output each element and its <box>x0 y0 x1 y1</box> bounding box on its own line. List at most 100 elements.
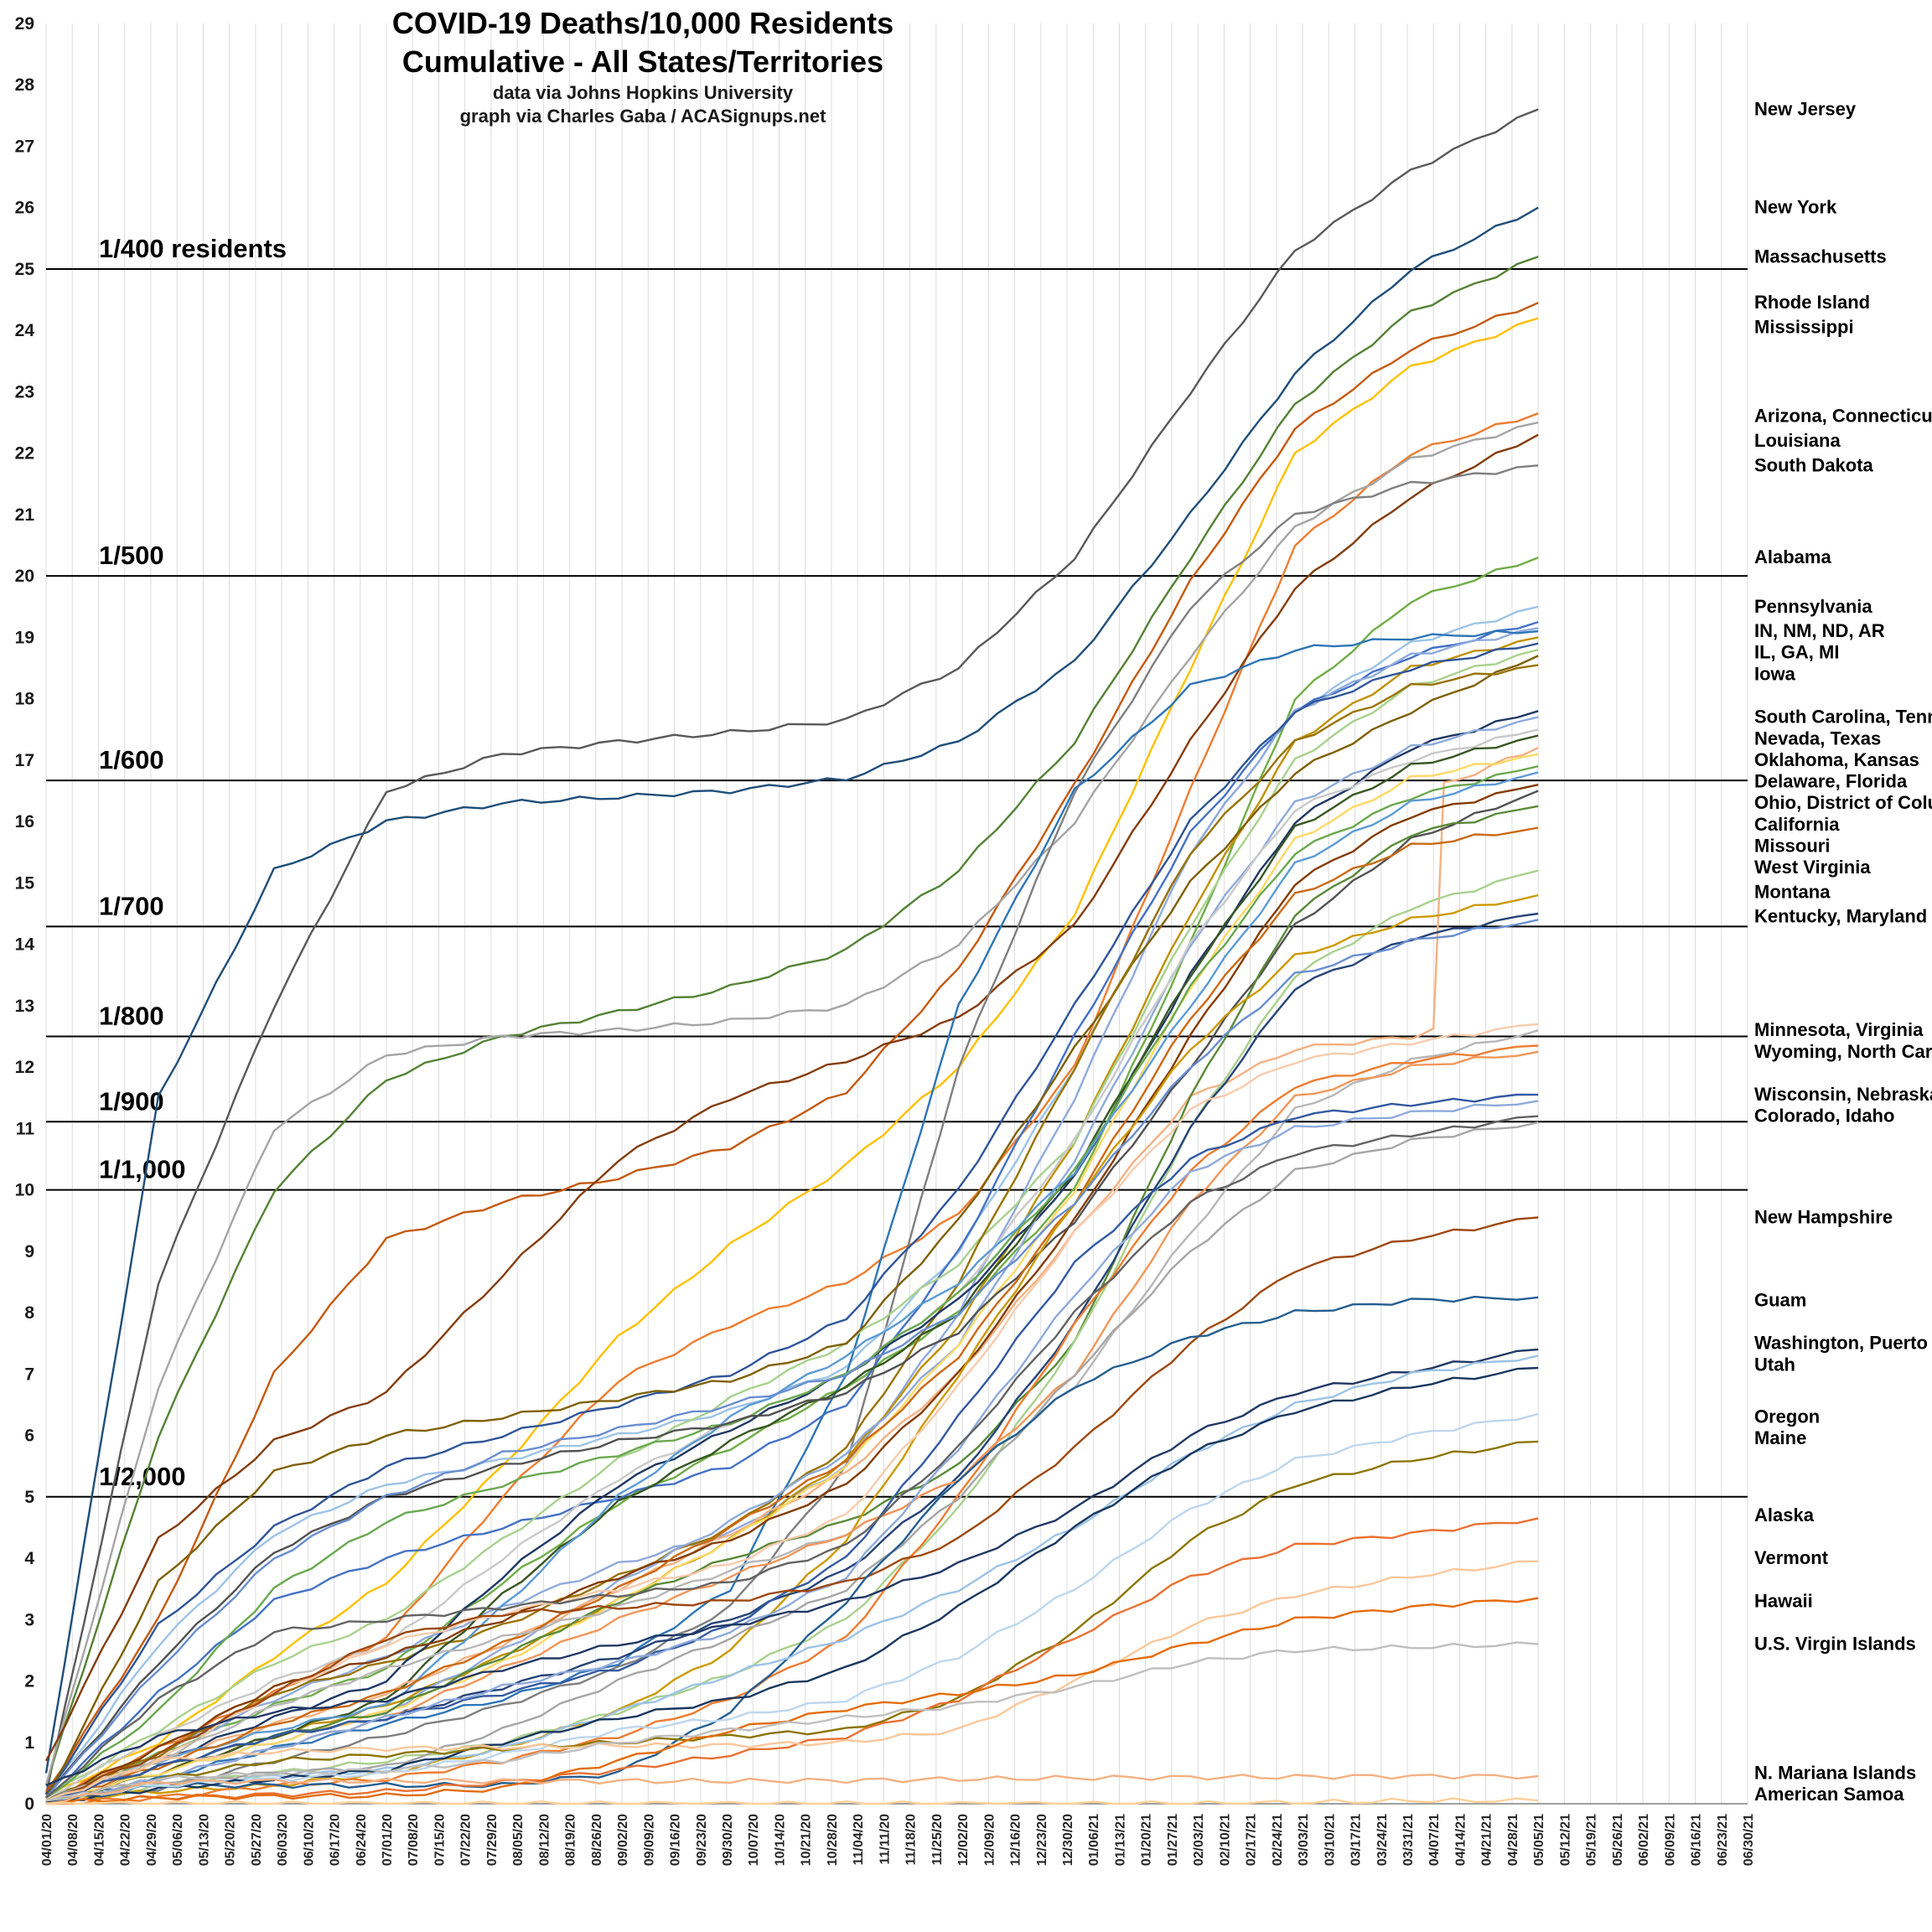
x-tick-label: 02/24/21 <box>1271 1814 1285 1866</box>
y-tick-label: 14 <box>15 935 35 955</box>
y-tick-label: 1 <box>24 1733 34 1753</box>
series-line-puerto-rico <box>45 1354 1539 1802</box>
series-line-idaho <box>45 1121 1539 1802</box>
x-tick-label: 01/06/21 <box>1087 1814 1101 1866</box>
series-lines-layer <box>44 108 1539 1805</box>
series-line-arizona <box>45 412 1539 1802</box>
x-tick-label: 12/02/20 <box>956 1814 971 1866</box>
series-label: Missouri <box>1754 835 1830 856</box>
y-tick-label: 10 <box>15 1181 34 1200</box>
x-tick-label: 10/14/20 <box>773 1814 787 1866</box>
x-tick-label: 09/09/20 <box>642 1814 656 1866</box>
y-tick-label: 7 <box>24 1365 34 1384</box>
x-tick-label: 06/03/20 <box>276 1814 290 1866</box>
data-source-line: data via Johns Hopkins University <box>493 82 794 103</box>
series-label: Mississippi <box>1754 317 1854 338</box>
series-line-connecticut <box>44 421 1539 1786</box>
series-label: California <box>1754 814 1840 835</box>
series-line-missouri <box>45 826 1539 1802</box>
series-label: Maine <box>1754 1427 1806 1448</box>
x-tick-label: 05/19/21 <box>1585 1814 1599 1866</box>
series-line-n-mariana-islands <box>45 1774 1539 1805</box>
series-line-rhode-island <box>45 302 1539 1793</box>
x-tick-label: 03/10/21 <box>1323 1814 1337 1866</box>
x-tick-label: 04/01/20 <box>40 1814 54 1866</box>
series-line-utah <box>45 1366 1539 1804</box>
x-tick-label: 04/14/21 <box>1453 1814 1468 1866</box>
x-tick-label: 08/26/20 <box>590 1814 604 1866</box>
reference-line-label: 1/900 <box>99 1086 164 1116</box>
series-label: Hawaii <box>1754 1590 1813 1611</box>
x-tick-label: 07/29/20 <box>485 1814 500 1866</box>
series-line-florida <box>45 771 1539 1802</box>
x-axis-ticks: 04/01/20 04/08/20 04/15/20 04/22/20 04/29/20… <box>40 1814 1756 1866</box>
x-tick-label: 08/12/20 <box>537 1814 552 1866</box>
series-label: Oklahoma, Kansas <box>1754 749 1919 770</box>
series-label: Arizona, Connecticut <box>1754 406 1932 427</box>
series-line-alaska <box>45 1517 1539 1805</box>
series-line-new-jersey <box>44 108 1539 1795</box>
series-label: Alaska <box>1754 1505 1815 1525</box>
series-line-kansas <box>45 753 1539 1802</box>
y-tick-label: 27 <box>15 137 34 156</box>
y-tick-label: 0 <box>24 1795 34 1814</box>
series-label: Massachusetts <box>1754 246 1887 267</box>
y-tick-label: 26 <box>15 199 34 218</box>
x-tick-label: 06/30/21 <box>1742 1814 1756 1866</box>
series-line-texas <box>45 734 1539 1804</box>
x-tick-label: 03/03/21 <box>1297 1814 1311 1866</box>
y-tick-label: 16 <box>15 812 34 831</box>
x-tick-label: 07/08/20 <box>407 1814 421 1866</box>
y-tick-label: 19 <box>15 628 34 647</box>
y-tick-label: 5 <box>24 1488 34 1507</box>
x-tick-label: 05/20/20 <box>224 1814 238 1866</box>
series-label: U.S. Virgin Islands <box>1754 1634 1916 1655</box>
series-line-massachusetts <box>44 256 1539 1786</box>
series-label: Ohio, District of Columbia <box>1754 792 1932 813</box>
series-line-illinois <box>45 642 1539 1795</box>
reference-line-label: 1/1,000 <box>99 1155 185 1184</box>
y-tick-label: 9 <box>24 1242 34 1261</box>
x-tick-label: 10/21/20 <box>800 1814 814 1866</box>
series-line-oregon <box>45 1412 1539 1802</box>
x-tick-label: 06/24/20 <box>355 1814 369 1866</box>
series-line-tennessee <box>45 716 1539 1802</box>
series-line-new-mexico <box>45 627 1539 1802</box>
series-label: Kentucky, Maryland <box>1754 906 1927 927</box>
series-line-maine <box>45 1440 1539 1802</box>
chart-title: COVID-19 Deaths/10,000 Residents <box>392 6 893 40</box>
x-tick-label: 06/02/21 <box>1637 1814 1651 1866</box>
x-tick-label: 11/25/20 <box>930 1814 945 1866</box>
series-line-georgia <box>45 648 1539 1799</box>
x-tick-label: 12/23/20 <box>1035 1814 1049 1866</box>
x-tick-label: 12/30/20 <box>1061 1814 1075 1866</box>
series-line-montana <box>45 893 1539 1802</box>
y-tick-label: 23 <box>15 382 34 401</box>
series-label: New Hampshire <box>1754 1207 1893 1228</box>
series-label: Colorado, Idaho <box>1754 1106 1894 1127</box>
series-label: Iowa <box>1754 663 1796 684</box>
series-line-mississippi <box>45 317 1539 1799</box>
series-line-ohio <box>45 784 1539 1802</box>
x-tick-label: 07/22/20 <box>459 1814 474 1866</box>
series-label: Guam <box>1754 1289 1806 1310</box>
series-label: Wisconsin, Nebraska <box>1754 1084 1932 1105</box>
x-tick-label: 02/17/21 <box>1245 1814 1259 1866</box>
series-line-south-carolina <box>45 710 1539 1802</box>
series-line-u-s-virgin-islands <box>45 1641 1539 1802</box>
x-tick-label: 03/31/21 <box>1401 1814 1416 1866</box>
series-line-wyoming <box>45 1044 1539 1805</box>
x-tick-label: 04/07/21 <box>1427 1814 1442 1866</box>
x-tick-label: 06/16/21 <box>1690 1814 1704 1866</box>
reference-line-label: 1/800 <box>99 1001 164 1030</box>
series-label: Nevada, Texas <box>1754 728 1881 748</box>
x-tick-label: 07/01/20 <box>381 1814 395 1866</box>
x-tick-label: 08/05/20 <box>511 1814 526 1866</box>
series-line-delaware <box>45 765 1539 1799</box>
x-tick-label: 09/16/20 <box>669 1814 683 1866</box>
series-line-alabama <box>45 557 1539 1802</box>
series-line-new-york <box>44 206 1539 1774</box>
series-line-nebraska <box>45 1100 1539 1804</box>
